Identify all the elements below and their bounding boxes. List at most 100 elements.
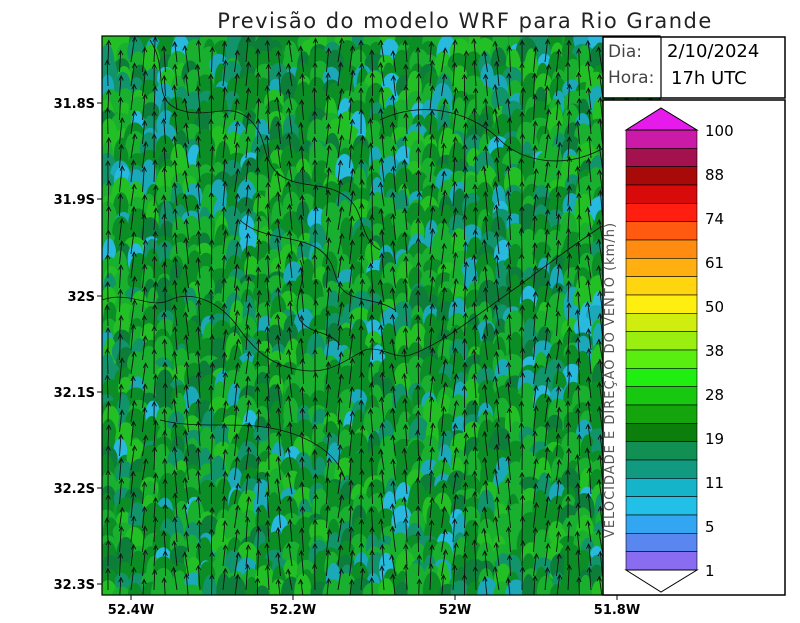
wind-arrow bbox=[556, 285, 563, 313]
wind-arrow bbox=[429, 396, 435, 423]
wind-arrow bbox=[313, 205, 319, 231]
wind-arrow bbox=[597, 505, 603, 529]
wind-arrow bbox=[183, 361, 190, 385]
wind-arrow bbox=[429, 375, 436, 399]
wind-arrow bbox=[576, 576, 582, 595]
wind-arrow bbox=[481, 165, 488, 193]
wind-arrow bbox=[234, 285, 240, 313]
wind-arrow bbox=[505, 165, 511, 193]
wind-arrow bbox=[401, 158, 408, 183]
wind-arrow bbox=[208, 73, 214, 97]
wind-arrow bbox=[276, 505, 282, 529]
wind-arrow bbox=[597, 312, 603, 337]
wind-arrow bbox=[162, 478, 168, 505]
wind-arrow bbox=[275, 191, 281, 217]
wind-arrow bbox=[326, 166, 332, 193]
wind-speed-patch bbox=[166, 579, 189, 595]
wind-arrow bbox=[275, 262, 282, 289]
wind-arrow bbox=[234, 433, 240, 457]
wind-arrow bbox=[532, 335, 539, 361]
colorbar-ticks: 100 88 74 61 50 38 28 19 11 5 1 bbox=[705, 122, 734, 580]
wind-arrow bbox=[337, 159, 344, 183]
wind-arrow bbox=[119, 165, 125, 193]
wind-arrow bbox=[130, 515, 137, 543]
wind-arrow bbox=[312, 37, 319, 63]
wind-arrow bbox=[106, 179, 112, 207]
wind-arrow bbox=[369, 481, 375, 505]
wind-arrow bbox=[544, 251, 551, 279]
wind-arrow bbox=[245, 275, 252, 303]
wind-arrow bbox=[429, 422, 436, 447]
wind-arrow bbox=[441, 242, 447, 265]
wind-arrow bbox=[452, 327, 458, 351]
wind-arrow bbox=[369, 97, 375, 121]
wind-arrow bbox=[429, 205, 436, 231]
wind-arrow bbox=[358, 349, 365, 375]
wind-arrow bbox=[348, 525, 354, 553]
wind-arrow bbox=[349, 215, 355, 241]
wind-arrow bbox=[359, 468, 365, 495]
wind-arrow bbox=[428, 563, 434, 591]
wind-arrow bbox=[359, 202, 365, 231]
wind-arrow bbox=[152, 303, 158, 327]
wind-arrow bbox=[151, 110, 157, 135]
wind-arrow bbox=[222, 86, 228, 111]
wind-arrow bbox=[141, 314, 148, 337]
wind-arrow bbox=[142, 549, 148, 577]
wind-arrow bbox=[369, 49, 375, 73]
wind-arrow bbox=[182, 44, 189, 73]
wind-arrow bbox=[130, 251, 137, 279]
wind-arrow bbox=[492, 108, 500, 135]
wind-arrow bbox=[285, 568, 293, 591]
wind-arrow bbox=[326, 122, 332, 145]
wind-arrow bbox=[505, 98, 511, 121]
wind-arrow bbox=[586, 108, 592, 135]
wind-arrow bbox=[264, 395, 270, 423]
wind-arrow bbox=[401, 496, 408, 519]
wind-arrow bbox=[441, 456, 448, 481]
wind-arrow bbox=[119, 506, 125, 529]
date-info-box: Dia: Hora: 2/10/2024 17h UTC bbox=[602, 36, 786, 99]
wind-arrow bbox=[172, 208, 178, 231]
wind-arrow bbox=[390, 480, 396, 505]
wind-arrow bbox=[182, 476, 189, 505]
wind-arrow bbox=[544, 472, 551, 495]
wind-arrow bbox=[520, 540, 526, 567]
wind-arrow bbox=[390, 240, 396, 265]
wind-arrow bbox=[337, 232, 345, 255]
wind-arrow bbox=[556, 478, 562, 505]
wind-arrow bbox=[519, 347, 526, 375]
wind-arrow bbox=[172, 63, 178, 87]
wind-arrow bbox=[349, 118, 356, 145]
wind-arrow bbox=[264, 564, 271, 591]
wind-arrow bbox=[575, 240, 582, 265]
wind-arrow bbox=[390, 213, 396, 241]
wind-arrow bbox=[544, 301, 551, 327]
wind-arrow bbox=[597, 358, 603, 385]
wind-arrow bbox=[389, 554, 396, 577]
wind-arrow bbox=[142, 140, 149, 169]
wind-arrow bbox=[312, 448, 318, 471]
wind-arrow bbox=[532, 72, 538, 97]
wind-arrow bbox=[118, 576, 124, 595]
wind-arrow bbox=[337, 494, 345, 519]
wind-arrow bbox=[389, 362, 396, 385]
wind-arrow bbox=[326, 528, 333, 553]
wind-arrow bbox=[142, 525, 148, 553]
wind-arrow bbox=[313, 299, 319, 327]
wind-arrow bbox=[244, 563, 251, 591]
wind-arrow bbox=[130, 110, 138, 135]
wind-arrow bbox=[195, 256, 201, 279]
wind-arrow bbox=[208, 93, 215, 121]
wind-arrow bbox=[452, 542, 459, 567]
wind-arrow bbox=[429, 326, 435, 351]
wind-arrow bbox=[597, 290, 603, 313]
wind-arrow bbox=[585, 279, 592, 303]
wind-arrow bbox=[183, 73, 189, 97]
wind-arrow bbox=[440, 263, 447, 289]
wind-arrow bbox=[368, 506, 375, 529]
wind-arrow bbox=[532, 575, 538, 595]
wind-arrow bbox=[596, 238, 603, 265]
wind-arrow bbox=[325, 383, 332, 409]
colorbar-swatch bbox=[625, 496, 698, 516]
